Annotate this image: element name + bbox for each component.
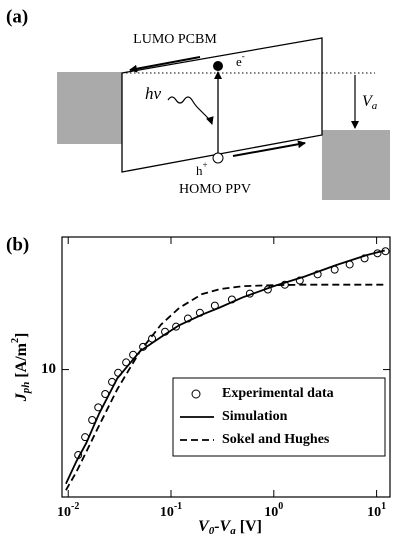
x-tick-label: 100 — [264, 501, 283, 520]
y-tick-label: 10 — [41, 361, 56, 377]
tick-exponent: -1 — [174, 501, 182, 512]
electrode-left — [57, 72, 122, 144]
plot-frame — [61, 236, 391, 498]
hole — [212, 152, 224, 164]
x-tick-label: 10-2 — [57, 501, 79, 520]
tick-exponent: 1 — [381, 501, 386, 512]
x-axis-label: V0-Va [V] — [198, 518, 262, 537]
series-line — [65, 283, 385, 491]
legend-marker — [191, 389, 201, 399]
tick-base: 10 — [264, 505, 278, 520]
tick-base: 10 — [367, 505, 381, 520]
panel-label: (b) — [6, 234, 29, 255]
lumo-label: LUMO PCBM — [133, 32, 217, 47]
voltage-label: Va — [362, 93, 378, 112]
electron — [213, 61, 223, 71]
x-tick-label: 101 — [367, 501, 386, 520]
data-point — [172, 322, 181, 331]
data-point — [313, 270, 322, 279]
tick-exponent: -2 — [71, 501, 79, 512]
panel-label: (a) — [6, 6, 28, 27]
legend-label: Simulation — [222, 409, 288, 424]
photon-arrow — [167, 96, 214, 125]
tick-base: 10 — [160, 505, 174, 520]
x-tick-label: 10-1 — [160, 501, 182, 520]
legend-label: Sokel and Hughes — [222, 432, 330, 447]
tick-base: 10 — [57, 505, 71, 520]
electrode-right — [322, 130, 390, 200]
hole-label: h+ — [196, 160, 208, 178]
panel-a: (a) Va LUMO PCBM e- hν h+ HOMO PPV — [6, 6, 390, 200]
band-diagram — [121, 37, 323, 173]
tick-exponent: 0 — [278, 501, 283, 512]
hole-arrow — [232, 140, 306, 157]
electron-arrow — [129, 56, 201, 73]
electron-label: e- — [236, 51, 245, 69]
photon-label: hν — [145, 84, 162, 103]
series-line — [65, 249, 385, 485]
y-axis-label: Jph [A/m2] — [10, 333, 31, 403]
legend-label: Experimental data — [222, 386, 334, 401]
homo-label: HOMO PPV — [179, 182, 251, 197]
